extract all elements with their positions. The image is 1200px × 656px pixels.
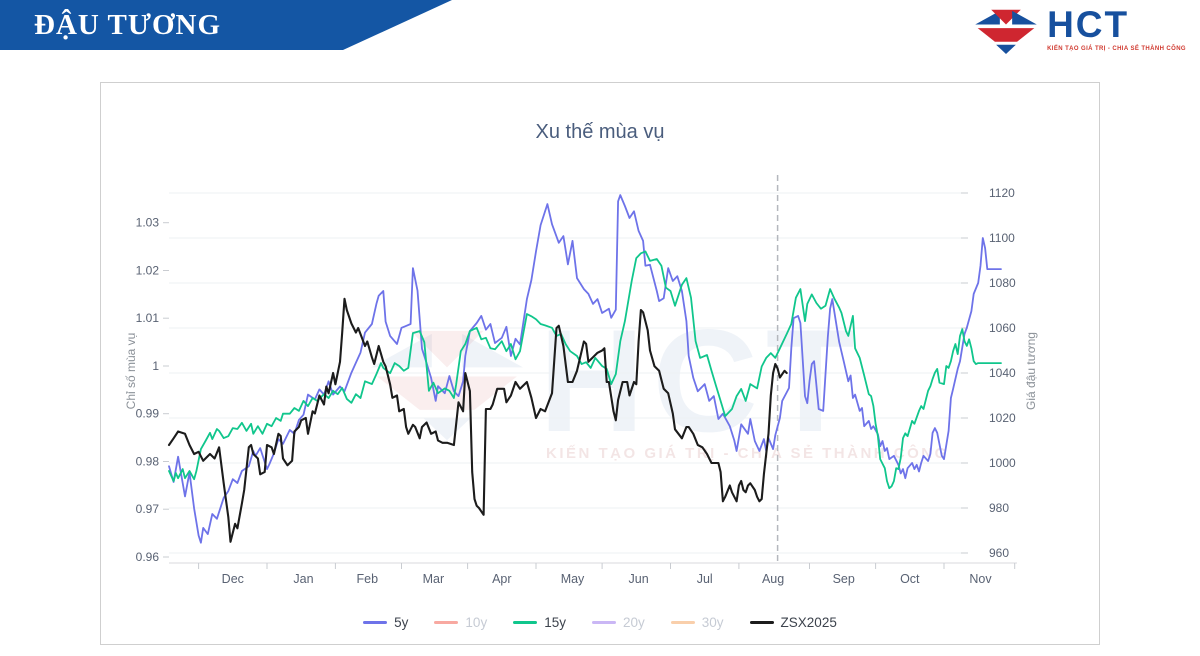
month-label: Dec bbox=[222, 572, 244, 586]
legend-swatch-icon bbox=[513, 621, 538, 624]
right-tick-label: 960 bbox=[989, 546, 1009, 560]
legend-item-15y[interactable]: 15y bbox=[513, 615, 566, 630]
chart-title: Xu thế mùa vụ bbox=[535, 121, 665, 143]
legend: 5y 10y 15y 20y 30y ZSX2025 bbox=[101, 615, 1099, 630]
series-15y bbox=[168, 250, 1002, 490]
left-tick-label: 1.01 bbox=[136, 311, 160, 325]
series-ZSX2025 bbox=[167, 297, 788, 543]
legend-label: 15y bbox=[544, 615, 566, 630]
right-tick-label: 1120 bbox=[989, 186, 1015, 200]
month-label: Mar bbox=[423, 572, 445, 586]
legend-swatch-icon bbox=[591, 621, 616, 624]
logo-diamond-icon bbox=[975, 9, 1037, 54]
legend-label: 5y bbox=[394, 615, 409, 630]
logo-text: HCT bbox=[1047, 4, 1130, 45]
legend-label: ZSX2025 bbox=[780, 615, 837, 630]
left-tick-label: 1.03 bbox=[136, 216, 160, 230]
left-tick-label: 0.96 bbox=[136, 550, 160, 564]
month-label: May bbox=[561, 572, 585, 586]
legend-item-5y[interactable]: 5y bbox=[363, 615, 408, 630]
month-label: Oct bbox=[900, 572, 920, 586]
logo-tagline: KIẾN TẠO GIÁ TRỊ - CHIA SẺ THÀNH CÔNG bbox=[1047, 46, 1186, 52]
month-label: Sep bbox=[833, 572, 855, 586]
right-tick-label: 1100 bbox=[989, 231, 1015, 245]
legend-item-30y[interactable]: 30y bbox=[670, 615, 724, 630]
legend-label: 20y bbox=[622, 615, 645, 630]
month-label: Aug bbox=[762, 572, 784, 586]
month-label: Jan bbox=[293, 572, 313, 586]
right-tick-label: 1080 bbox=[989, 276, 1016, 290]
chart-card: Xu thế mùa vụ HCT KIẾN TẠO GIÁ TRỊ - CHI… bbox=[100, 82, 1100, 645]
legend-item-10y[interactable]: 10y bbox=[434, 615, 487, 630]
legend-swatch-icon bbox=[670, 621, 695, 624]
right-tick-label: 1040 bbox=[989, 366, 1016, 380]
right-tick-label: 1060 bbox=[989, 321, 1016, 335]
left-tick-label: 1.02 bbox=[136, 264, 160, 278]
month-label: Nov bbox=[969, 572, 992, 586]
left-tick-label: 1 bbox=[152, 359, 159, 373]
month-label: Jun bbox=[629, 572, 649, 586]
legend-item-20y[interactable]: 20y bbox=[591, 615, 645, 630]
legend-label: 10y bbox=[465, 615, 488, 630]
right-axis-title: Giá đậu tương bbox=[1024, 332, 1038, 410]
left-tick-label: 0.99 bbox=[136, 407, 160, 421]
legend-swatch-icon bbox=[434, 621, 459, 624]
month-label: Jul bbox=[697, 572, 713, 586]
page-title: ĐẬU TƯƠNG bbox=[34, 9, 222, 41]
legend-swatch-icon bbox=[363, 621, 388, 624]
legend-item-ZSX2025[interactable]: ZSX2025 bbox=[749, 615, 837, 630]
month-label: Feb bbox=[357, 572, 379, 586]
right-tick-label: 1000 bbox=[989, 456, 1016, 470]
left-tick-label: 0.97 bbox=[136, 502, 160, 516]
series-5y bbox=[168, 194, 1002, 544]
left-tick-label: 0.98 bbox=[136, 455, 160, 469]
left-axis-title: Chỉ số mùa vụ bbox=[124, 333, 138, 410]
month-label: Apr bbox=[492, 572, 511, 586]
right-tick-label: 980 bbox=[989, 501, 1009, 515]
legend-label: 30y bbox=[701, 615, 724, 630]
right-tick-label: 1020 bbox=[989, 411, 1016, 425]
seasonal-chart: 1120 1100 1080 1060 1040 1020 1000 980 960 1.03 1.… bbox=[124, 175, 1038, 586]
legend-swatch-icon bbox=[749, 621, 774, 624]
hct-logo: HCT KIẾN TẠO GIÁ TRỊ - CHIA SẺ THÀNH CÔN… bbox=[974, 6, 1186, 54]
